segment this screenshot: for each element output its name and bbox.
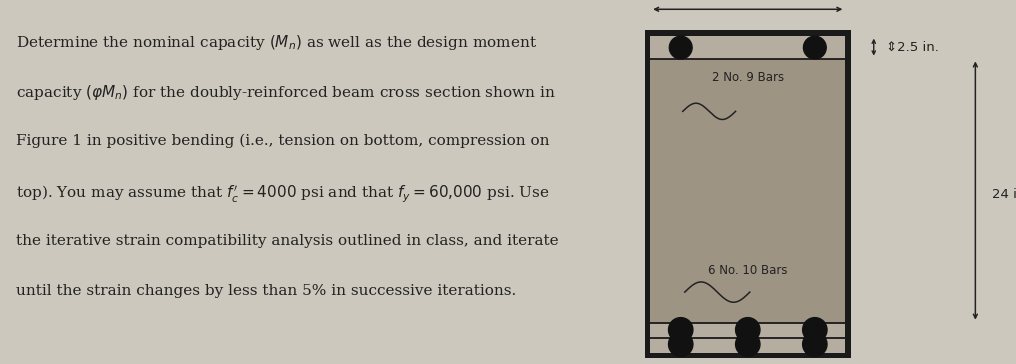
Circle shape	[803, 332, 827, 356]
Circle shape	[669, 332, 693, 356]
Text: 24 in.: 24 in.	[992, 188, 1016, 201]
Bar	[650, 36, 845, 353]
Circle shape	[803, 318, 827, 342]
Text: until the strain changes by less than 5% in successive iterations.: until the strain changes by less than 5%…	[15, 284, 516, 298]
Text: Determine the nominal capacity $(M_n)$ as well as the design moment: Determine the nominal capacity $(M_n)$ a…	[15, 33, 536, 52]
Text: 6 No. 10 Bars: 6 No. 10 Bars	[708, 264, 787, 277]
Text: Figure 1 in positive bending (i.e., tension on bottom, compression on: Figure 1 in positive bending (i.e., tens…	[15, 133, 549, 148]
Text: top). You may assume that $f_c^{\prime} = 4000$ psi and that $f_y = 60{,}000$ ps: top). You may assume that $f_c^{\prime} …	[15, 183, 550, 205]
Text: capacity $(φM_n)$ for the doubly-reinforced beam cross section shown in: capacity $(φM_n)$ for the doubly-reinfor…	[15, 83, 556, 102]
Bar	[650, 323, 845, 353]
Circle shape	[804, 36, 826, 59]
Circle shape	[736, 332, 760, 356]
Text: the iterative strain compatibility analysis outlined in class, and iterate: the iterative strain compatibility analy…	[15, 234, 558, 248]
Text: 2 No. 9 Bars: 2 No. 9 Bars	[712, 71, 783, 84]
Text: ⇕2.5 in.: ⇕2.5 in.	[886, 41, 939, 54]
Circle shape	[669, 318, 693, 342]
Circle shape	[670, 36, 692, 59]
Bar	[650, 36, 845, 59]
Circle shape	[736, 318, 760, 342]
Bar	[645, 31, 850, 358]
